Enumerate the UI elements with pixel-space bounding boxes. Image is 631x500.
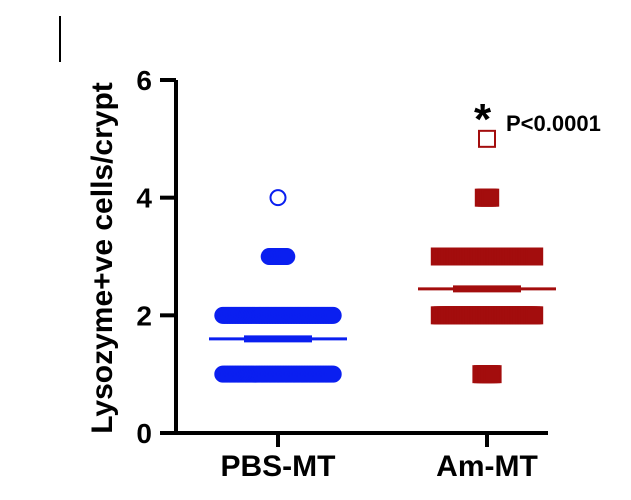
plot-area [209,129,556,384]
data-point [525,247,544,266]
data-point [481,188,500,207]
x-category-label: Am-MT [436,450,538,483]
data-point [483,365,502,384]
data-point [324,365,342,383]
y-tick-label: 0 [136,418,152,449]
data-point [269,189,287,207]
x-ticks: PBS-MT Am-MT [221,433,538,483]
y-axis-title: Lysozyme+ve cells/crypt [86,82,119,434]
data-point [324,306,342,324]
data-point [478,129,496,148]
series-PBS-MT [209,189,347,383]
x-category-label: PBS-MT [221,450,336,483]
data-point [525,306,544,325]
y-tick-label: 6 [136,65,152,96]
data-point [278,248,296,265]
significance-star: * [474,95,492,144]
series-Am-MT [418,129,556,384]
p-value-label: P<0.0001 [506,111,601,136]
y-tick-label: 4 [136,183,152,214]
y-tick-label: 2 [136,300,152,331]
y-ticks: 0 2 4 6 [136,65,176,449]
